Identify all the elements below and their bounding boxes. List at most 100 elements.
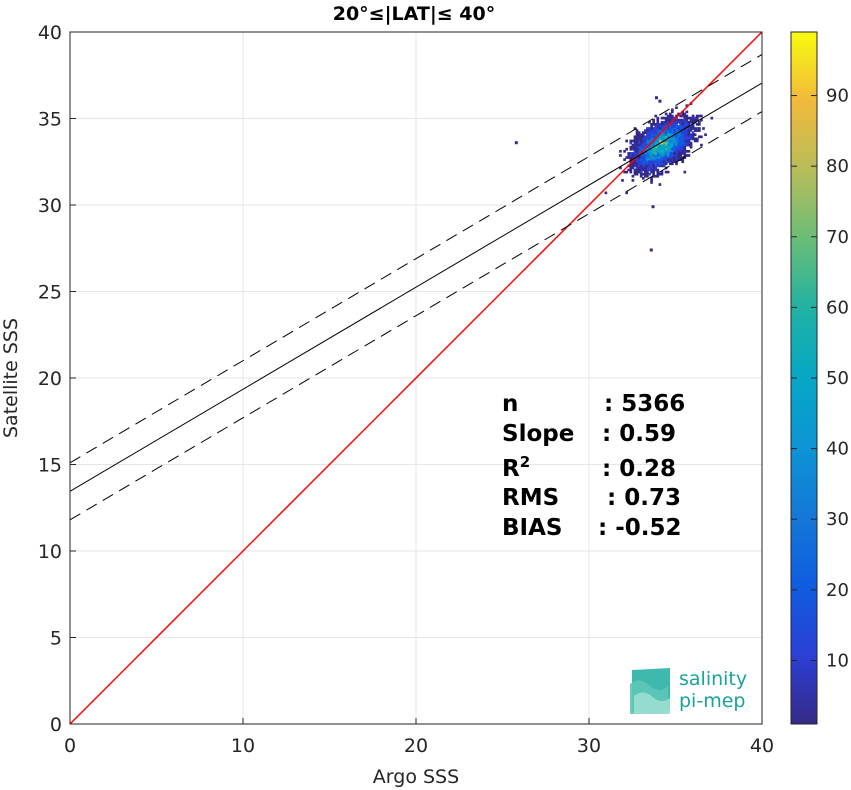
density-cell <box>673 156 676 159</box>
colorbar-tick-label: 60 <box>826 297 849 318</box>
density-cell <box>664 129 668 132</box>
density-cell <box>652 164 655 168</box>
density-cell <box>648 135 651 139</box>
density-cell <box>637 135 641 139</box>
density-cell <box>619 149 622 153</box>
density-cell <box>679 145 682 149</box>
density-cell <box>666 118 670 122</box>
density-cell <box>639 141 643 145</box>
density-cell <box>683 116 687 120</box>
density-cell <box>675 147 678 151</box>
density-cell <box>685 114 689 118</box>
density-cell <box>625 170 629 174</box>
density-cell <box>650 149 653 153</box>
density-cell <box>702 127 705 130</box>
density-cell <box>685 131 689 134</box>
density-cell <box>633 164 637 168</box>
density-cell <box>668 118 672 122</box>
density-cell <box>635 149 639 153</box>
density-cell <box>666 133 670 137</box>
density-cell <box>693 118 697 122</box>
density-cell <box>648 166 651 170</box>
density-cell <box>681 137 685 141</box>
density-cell <box>633 147 637 151</box>
density-cell <box>641 176 645 180</box>
density-cell <box>660 156 664 159</box>
stat-value: : 5366 <box>604 391 685 417</box>
density-cell <box>673 137 676 141</box>
density-cell <box>631 152 635 155</box>
density-cell <box>662 158 666 161</box>
colorbar-tick-label: 70 <box>826 227 849 248</box>
density-cell <box>671 127 674 130</box>
density-cell <box>673 135 676 139</box>
density-cell <box>633 160 637 164</box>
density-cell <box>658 145 662 149</box>
density-cell <box>646 127 649 130</box>
density-cell <box>648 131 651 134</box>
density-cell <box>656 127 660 130</box>
density-cell <box>668 127 672 130</box>
regression-upper-line <box>70 54 762 464</box>
density-cell <box>635 139 639 143</box>
density-cell <box>650 135 653 139</box>
density-cell <box>635 168 639 172</box>
density-cell <box>666 139 670 143</box>
density-cell <box>695 122 699 126</box>
density-cell <box>658 152 662 155</box>
density-cell <box>644 139 647 143</box>
density-cell <box>687 139 691 143</box>
density-cell <box>675 125 678 128</box>
density-cell <box>671 152 674 155</box>
density-cell <box>664 152 668 155</box>
density-cell <box>691 120 695 124</box>
density-cell <box>677 154 680 157</box>
density-cell <box>689 143 693 147</box>
density-cell <box>673 116 676 120</box>
density-cell <box>691 114 695 118</box>
density-cell <box>687 116 691 120</box>
density-cell <box>629 152 633 155</box>
density-cell <box>677 137 680 141</box>
density-cell <box>662 131 666 134</box>
density-cell <box>658 135 662 139</box>
density-cell <box>683 141 687 145</box>
density-cell <box>656 164 660 168</box>
density-cell <box>633 170 637 174</box>
colorbar-tick-label: 40 <box>826 439 849 460</box>
density-cell <box>681 160 685 164</box>
density-cell <box>679 149 682 153</box>
density-cell <box>654 147 658 151</box>
density-cell <box>635 166 639 170</box>
density-cell <box>629 145 633 149</box>
density-cell <box>641 143 645 147</box>
density-cell <box>666 152 670 155</box>
density-cell <box>677 147 680 151</box>
density-cell <box>673 143 676 147</box>
density-cell <box>644 174 647 178</box>
density-cell <box>691 135 695 139</box>
density-cell <box>633 139 637 143</box>
density-cell <box>677 127 680 130</box>
density-cell <box>675 127 678 130</box>
density-cell <box>641 131 645 134</box>
density-cell <box>633 149 637 153</box>
density-cell <box>660 172 664 176</box>
density-cell <box>677 158 680 161</box>
density-cell <box>664 112 668 116</box>
density-cell <box>671 116 674 120</box>
density-cell <box>650 127 653 130</box>
identity-line <box>70 32 762 724</box>
stat-key: R2 <box>502 453 530 482</box>
density-cell <box>673 154 676 157</box>
density-cell <box>648 137 651 141</box>
density-cell <box>652 141 655 145</box>
density-cell <box>650 166 653 170</box>
density-cell <box>633 141 637 145</box>
density-cell <box>646 164 649 168</box>
density-cell <box>681 129 685 132</box>
density-cell <box>683 120 687 124</box>
density-cell <box>637 158 641 161</box>
density-cell <box>629 168 633 172</box>
density-cell <box>644 129 647 132</box>
